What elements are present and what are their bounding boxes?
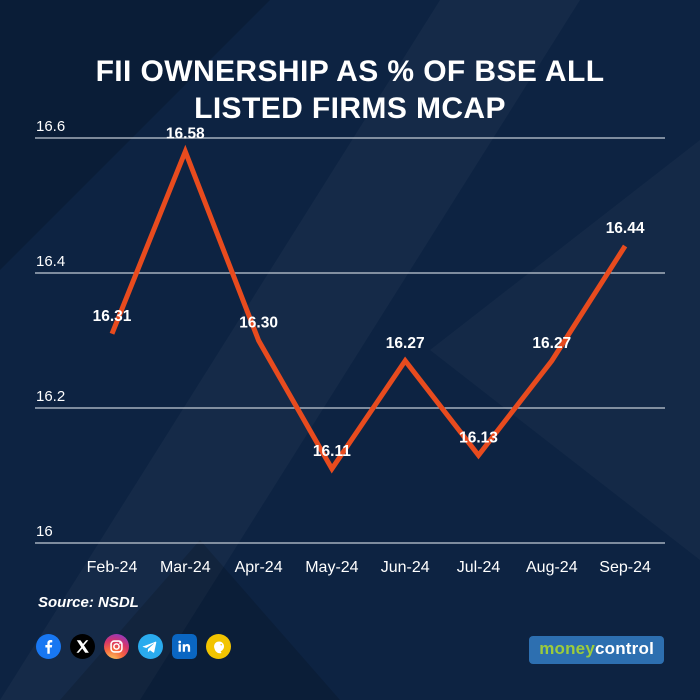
point-label: 16.27: [532, 335, 571, 352]
page-title: FII OWNERSHIP AS % OF BSE ALL LISTED FIR…: [0, 54, 700, 127]
bg-shape: [60, 540, 340, 700]
moneycontrol-logo-control: control: [594, 639, 654, 658]
x-twitter-icon[interactable]: [70, 634, 95, 659]
point-label: 16.44: [606, 220, 645, 237]
x-tick-label: Mar-24: [160, 559, 211, 576]
point-label: 16.31: [93, 308, 132, 325]
x-tick-label: Jun-24: [381, 559, 430, 576]
telegram-icon[interactable]: [138, 634, 163, 659]
y-tick-label: 16: [36, 523, 53, 540]
point-label: 16.27: [386, 335, 425, 352]
x-tick-label: May-24: [305, 559, 358, 576]
point-label: 16.11: [313, 443, 351, 460]
x-tick-label: Feb-24: [87, 559, 138, 576]
point-label: 16.13: [459, 429, 498, 446]
x-tick-label: Aug-24: [526, 559, 578, 576]
facebook-icon[interactable]: [36, 634, 61, 659]
x-tick-label: Jul-24: [457, 559, 501, 576]
social-icons-row: [36, 634, 231, 659]
y-tick-label: 16.2: [36, 388, 65, 405]
y-tick-label: 16.4: [36, 253, 65, 270]
x-tick-label: Apr-24: [235, 559, 283, 576]
page-title-line1: FII OWNERSHIP AS % OF BSE ALL: [95, 55, 605, 89]
point-label: 16.30: [239, 315, 278, 332]
moneycontrol-logo[interactable]: moneycontrol: [529, 636, 664, 664]
x-tick-label: Sep-24: [599, 559, 651, 576]
page-title-line2: LISTED FIRMS MCAP: [194, 91, 506, 125]
point-label: 16.58: [166, 126, 205, 143]
moneycontrol-logo-money: money: [539, 639, 595, 658]
y-tick-label: 16.6: [36, 118, 65, 135]
koo-icon[interactable]: [206, 634, 231, 659]
linkedin-icon[interactable]: [172, 634, 197, 659]
bg-shape: [0, 0, 270, 270]
instagram-icon[interactable]: [104, 634, 129, 659]
data-line: [109, 144, 628, 474]
source-note: Source: NSDL: [38, 594, 139, 611]
